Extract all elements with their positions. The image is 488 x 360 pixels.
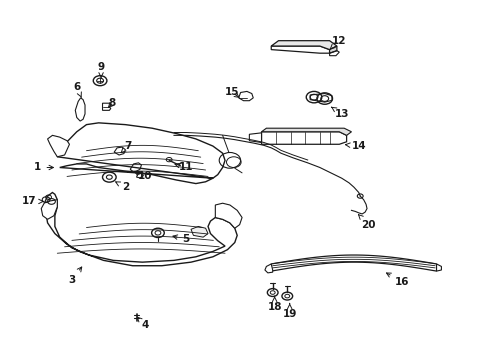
Text: 8: 8: [108, 98, 116, 108]
Text: 15: 15: [224, 87, 239, 98]
Polygon shape: [261, 128, 351, 135]
Polygon shape: [102, 103, 111, 111]
Text: 3: 3: [68, 267, 81, 285]
Polygon shape: [191, 226, 207, 237]
Polygon shape: [41, 200, 57, 219]
Polygon shape: [57, 123, 224, 184]
Text: 7: 7: [121, 141, 131, 153]
Text: 17: 17: [22, 197, 43, 206]
Polygon shape: [249, 133, 261, 143]
Polygon shape: [264, 264, 272, 273]
Text: 14: 14: [345, 141, 366, 151]
Text: 10: 10: [134, 171, 152, 181]
Text: 18: 18: [267, 296, 281, 312]
Text: 2: 2: [115, 182, 129, 192]
Polygon shape: [215, 203, 242, 228]
Polygon shape: [261, 132, 346, 144]
Polygon shape: [436, 264, 441, 271]
Polygon shape: [271, 46, 329, 53]
Polygon shape: [45, 193, 237, 266]
Text: 19: 19: [282, 303, 296, 319]
Polygon shape: [329, 46, 336, 53]
Text: 20: 20: [358, 215, 375, 230]
Text: 9: 9: [97, 63, 104, 78]
Polygon shape: [47, 135, 69, 157]
Text: 13: 13: [331, 107, 348, 119]
Text: 16: 16: [386, 273, 409, 287]
Text: 11: 11: [175, 162, 193, 172]
Text: 12: 12: [330, 36, 346, 49]
Polygon shape: [271, 41, 336, 50]
Polygon shape: [75, 98, 85, 121]
Text: 4: 4: [137, 317, 148, 330]
Text: 5: 5: [173, 234, 189, 244]
Polygon shape: [271, 255, 436, 271]
Polygon shape: [309, 94, 331, 102]
Text: 6: 6: [73, 82, 81, 98]
Text: 1: 1: [34, 162, 53, 172]
